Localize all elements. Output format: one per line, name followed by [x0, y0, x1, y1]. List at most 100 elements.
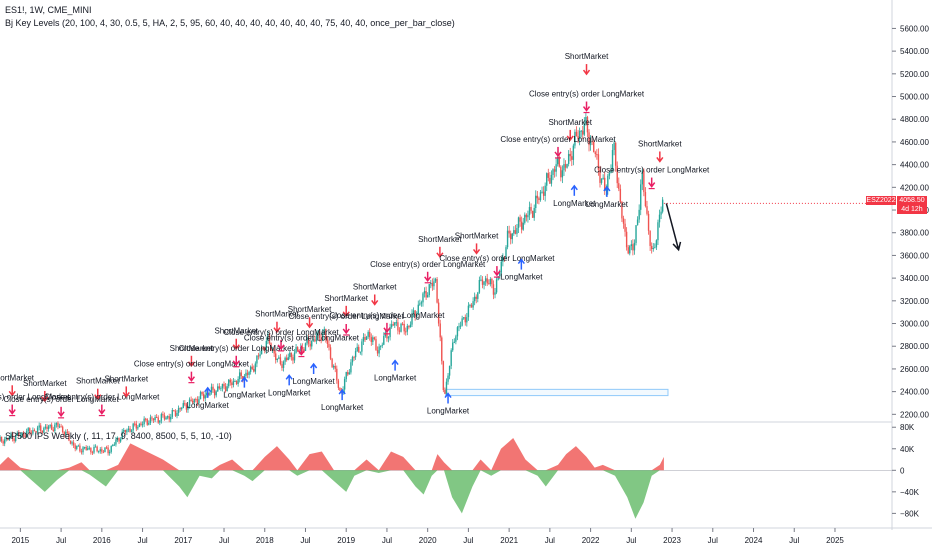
candle-body: [477, 292, 479, 299]
candle-body: [137, 427, 139, 429]
candle-body: [417, 304, 419, 314]
candle-body: [132, 423, 134, 431]
candle-body: [580, 130, 582, 132]
candle: [268, 332, 271, 345]
candle-body: [379, 345, 382, 347]
candle-body: [146, 419, 148, 425]
candle: [593, 139, 595, 153]
candle: [0, 435, 1, 442]
candle-body: [32, 430, 34, 434]
candle-body: [0, 436, 1, 442]
candle-body: [7, 438, 9, 441]
candle-body: [431, 282, 434, 287]
candle-body: [353, 357, 355, 359]
candle: [260, 344, 263, 355]
candle: [444, 387, 446, 395]
candle-body: [591, 141, 593, 143]
candle-body: [246, 372, 249, 375]
price-tick-label: 2600.00: [900, 365, 929, 374]
candle: [513, 226, 515, 236]
candle-body: [320, 337, 322, 341]
candle: [264, 346, 266, 354]
candle: [558, 154, 560, 168]
signal-label: Close entry(s) order LongMarket: [4, 395, 120, 404]
short-arrow-head: [94, 394, 102, 400]
candle: [640, 179, 642, 216]
signal-label: LongMarket: [427, 407, 470, 416]
candle-body: [87, 448, 89, 450]
candle: [633, 239, 636, 255]
candle: [135, 420, 137, 432]
candle: [315, 332, 318, 345]
candle: [228, 379, 230, 389]
candle-body: [262, 347, 264, 349]
signal-close: Close entry(s) order LongMarket: [500, 135, 616, 159]
candle: [332, 364, 335, 370]
candle: [54, 422, 56, 434]
candle-body: [115, 439, 117, 445]
candle-body: [483, 281, 485, 285]
signal-close: Close entry(s) order LongMarket: [594, 166, 710, 190]
candle: [445, 378, 448, 396]
candle-body: [497, 276, 499, 280]
close-arrow-head: [98, 409, 106, 415]
candle-body: [499, 272, 501, 277]
candle: [184, 400, 186, 407]
candle-body: [306, 337, 308, 344]
candle: [464, 314, 466, 326]
candle: [428, 284, 430, 298]
candle: [317, 330, 319, 340]
candle-body: [325, 328, 327, 340]
short-arrow-head: [436, 252, 444, 259]
candle: [279, 353, 282, 366]
candle: [193, 398, 195, 406]
candle: [621, 200, 623, 222]
candle: [378, 343, 380, 358]
candle: [199, 390, 202, 400]
candle-body: [231, 382, 233, 386]
candle-body: [627, 247, 629, 254]
candle-body: [159, 420, 161, 423]
signal-label: Close entry(s) order LongMarket: [223, 328, 339, 337]
candle-body: [8, 436, 11, 441]
candle-body: [567, 153, 570, 164]
candle-body: [190, 399, 192, 401]
signal-label: LongMarket: [586, 200, 629, 209]
candle: [188, 397, 191, 409]
candle-body: [488, 283, 490, 285]
candle: [270, 342, 272, 352]
candle-body: [249, 366, 252, 372]
candle-body: [177, 408, 180, 413]
candle: [508, 225, 510, 238]
candle: [577, 129, 579, 144]
candle-body: [157, 417, 159, 423]
candle-body: [173, 409, 175, 412]
candle-body: [608, 172, 611, 176]
long-arrow-head: [204, 386, 212, 393]
candle: [436, 277, 438, 304]
time-tick-label: 2022: [582, 536, 600, 545]
candle-body: [361, 341, 363, 352]
time-tick-label: 2018: [256, 536, 274, 545]
projection-arrow: [665, 203, 682, 252]
candle: [614, 142, 617, 172]
candle-body: [514, 230, 517, 234]
short-arrow-head: [342, 311, 350, 318]
candle: [47, 424, 50, 432]
candle: [259, 350, 261, 359]
candle: [531, 210, 534, 218]
candle-body: [644, 192, 647, 207]
candle-body: [242, 376, 244, 381]
time-tick-label: Jul: [382, 536, 392, 545]
candle: [541, 186, 543, 194]
candle: [191, 398, 194, 404]
close-arrow-head: [493, 270, 501, 277]
candle: [177, 405, 180, 417]
candle-body: [270, 343, 272, 351]
candle: [379, 345, 382, 351]
candle-body: [569, 153, 571, 157]
candle: [350, 359, 352, 375]
candle-body: [622, 218, 625, 224]
candle: [470, 303, 473, 308]
